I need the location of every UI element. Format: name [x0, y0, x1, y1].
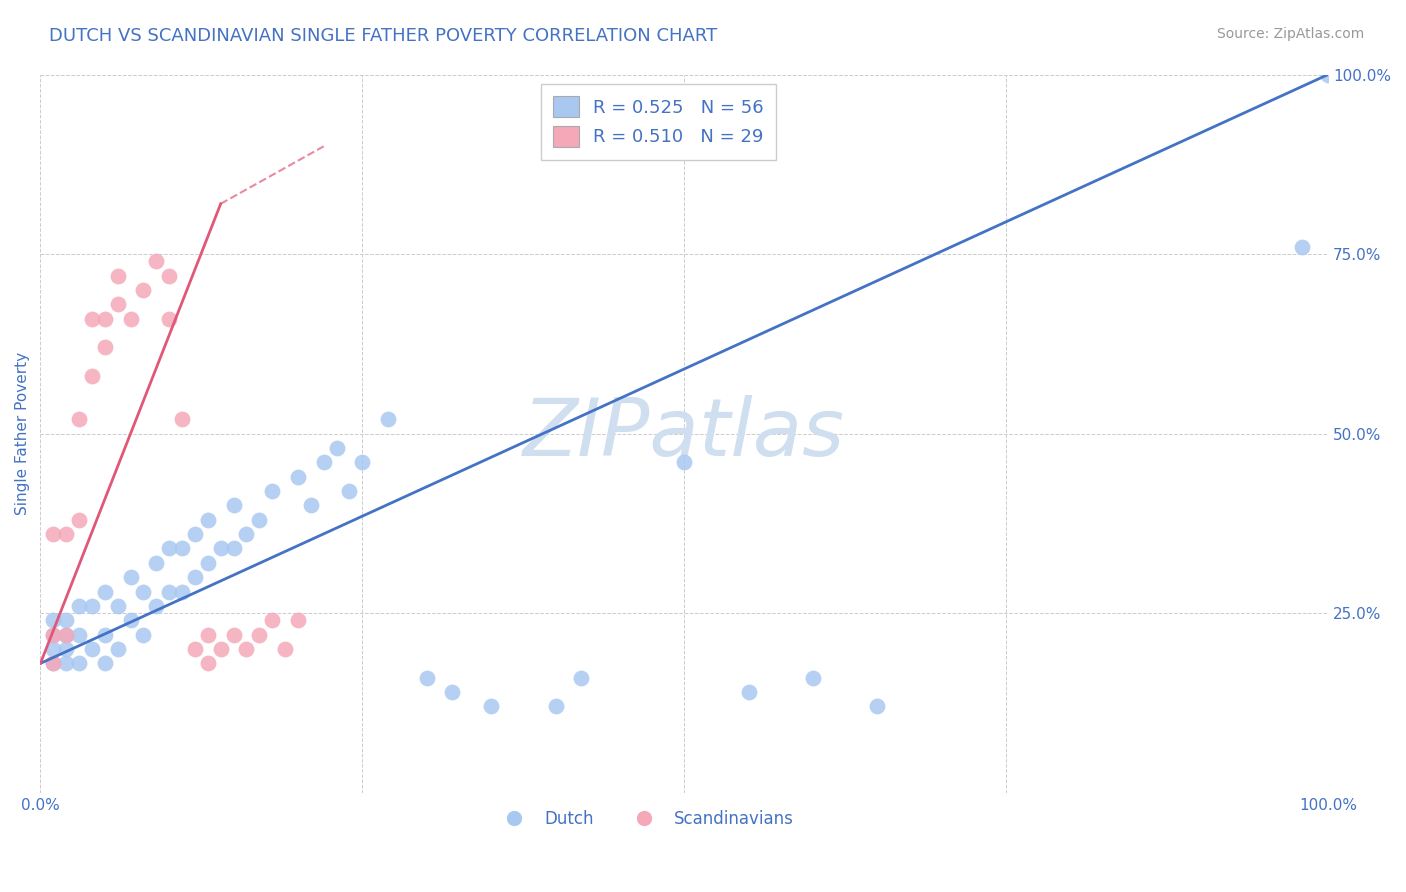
Point [157, 268, 180, 283]
Point [80, 599, 103, 613]
Point [132, 628, 155, 642]
Point [42, 628, 65, 642]
Point [235, 527, 257, 541]
Point [55, 628, 77, 642]
Point [80, 311, 103, 326]
Point [42, 613, 65, 627]
Point [262, 483, 284, 498]
Point [55, 657, 77, 671]
Point [94, 584, 117, 599]
Point [42, 628, 65, 642]
Point [352, 455, 374, 469]
Point [67, 412, 90, 426]
Point [287, 613, 309, 627]
Point [262, 613, 284, 627]
Point [170, 412, 193, 426]
Point [94, 340, 117, 354]
Point [287, 469, 309, 483]
Point [339, 483, 361, 498]
Point [55, 628, 77, 642]
Point [222, 541, 245, 556]
Point [222, 628, 245, 642]
Point [325, 441, 347, 455]
Point [42, 642, 65, 657]
Point [1317, 68, 1340, 82]
Point [801, 671, 824, 685]
Point [377, 412, 399, 426]
Point [197, 513, 219, 527]
Point [80, 642, 103, 657]
Point [312, 455, 335, 469]
Point [42, 657, 65, 671]
Point [416, 671, 439, 685]
Text: DUTCH VS SCANDINAVIAN SINGLE FATHER POVERTY CORRELATION CHART: DUTCH VS SCANDINAVIAN SINGLE FATHER POVE… [49, 27, 717, 45]
Legend: Dutch, Scandinavians: Dutch, Scandinavians [491, 804, 800, 835]
Point [67, 657, 90, 671]
Point [1291, 240, 1313, 254]
Point [222, 499, 245, 513]
Point [247, 513, 270, 527]
Point [145, 254, 167, 268]
Point [67, 628, 90, 642]
Point [67, 599, 90, 613]
Point [569, 671, 592, 685]
Point [235, 642, 257, 657]
Point [107, 297, 129, 311]
Point [184, 527, 207, 541]
Point [299, 499, 322, 513]
Point [120, 311, 142, 326]
Point [170, 584, 193, 599]
Point [157, 311, 180, 326]
Point [120, 613, 142, 627]
Point [145, 599, 167, 613]
Point [170, 541, 193, 556]
Text: ZIPatlas: ZIPatlas [523, 394, 845, 473]
Point [209, 642, 232, 657]
Point [184, 642, 207, 657]
Point [184, 570, 207, 584]
Point [441, 685, 464, 699]
Text: Source: ZipAtlas.com: Source: ZipAtlas.com [1216, 27, 1364, 41]
Point [55, 642, 77, 657]
Point [197, 657, 219, 671]
Point [157, 584, 180, 599]
Point [132, 584, 155, 599]
Point [80, 369, 103, 384]
Point [94, 657, 117, 671]
Point [120, 570, 142, 584]
Point [274, 642, 297, 657]
Point [866, 699, 889, 714]
Point [67, 513, 90, 527]
Point [197, 628, 219, 642]
Point [107, 268, 129, 283]
Point [94, 628, 117, 642]
Point [107, 642, 129, 657]
Point [157, 541, 180, 556]
Point [479, 699, 502, 714]
Point [544, 699, 567, 714]
Point [42, 527, 65, 541]
Point [94, 311, 117, 326]
Y-axis label: Single Father Poverty: Single Father Poverty [15, 352, 30, 516]
Point [107, 599, 129, 613]
Point [247, 628, 270, 642]
Point [209, 541, 232, 556]
Point [42, 657, 65, 671]
Point [55, 613, 77, 627]
Point [132, 283, 155, 297]
Point [55, 527, 77, 541]
Point [673, 455, 696, 469]
Point [737, 685, 759, 699]
Point [145, 556, 167, 570]
Point [197, 556, 219, 570]
